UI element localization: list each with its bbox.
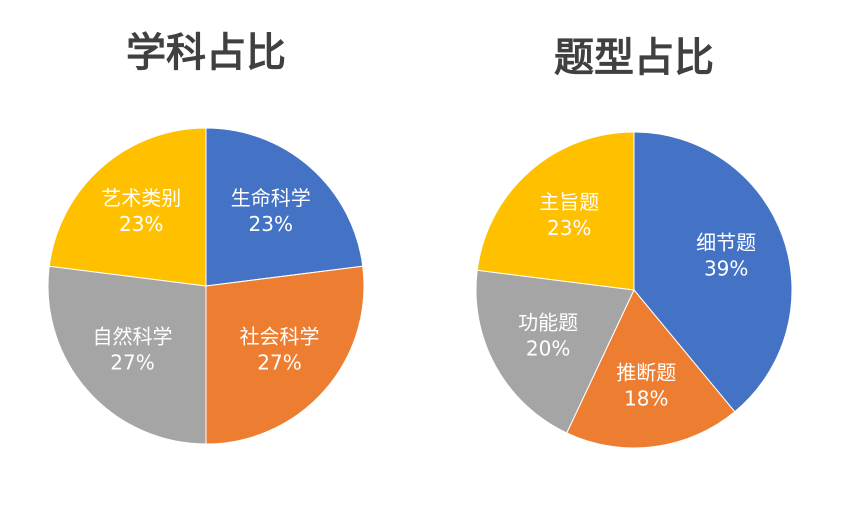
value-label: 39% — [704, 256, 748, 280]
chart-title: 题型占比 — [554, 35, 714, 81]
value-label: 23% — [119, 212, 163, 236]
slice-label: 推断题 — [616, 361, 676, 385]
slice-label: 细节题 — [696, 230, 756, 254]
pie-slice — [566, 289, 736, 449]
value-label: 23% — [249, 212, 293, 236]
pie-slice — [48, 127, 207, 287]
slice-label: 艺术类别 — [101, 186, 181, 210]
chart-title: 学科占比 — [126, 30, 286, 76]
slice-label: 主旨题 — [539, 190, 599, 214]
slice-label: 功能题 — [518, 311, 578, 335]
pie-slice — [47, 265, 207, 445]
pie-slice — [205, 127, 364, 287]
pie-slice — [476, 131, 635, 291]
slice-label: 生命科学 — [231, 186, 311, 210]
pie-slice — [205, 265, 365, 445]
slice-label: 自然科学 — [93, 324, 173, 348]
value-label: 27% — [257, 350, 301, 374]
value-label: 18% — [624, 387, 668, 411]
pie-slice — [633, 131, 793, 413]
pie-slice — [475, 269, 635, 434]
value-label: 20% — [526, 337, 570, 361]
slice-label: 社会科学 — [239, 324, 319, 348]
value-label: 23% — [547, 216, 591, 240]
value-label: 27% — [110, 350, 154, 374]
